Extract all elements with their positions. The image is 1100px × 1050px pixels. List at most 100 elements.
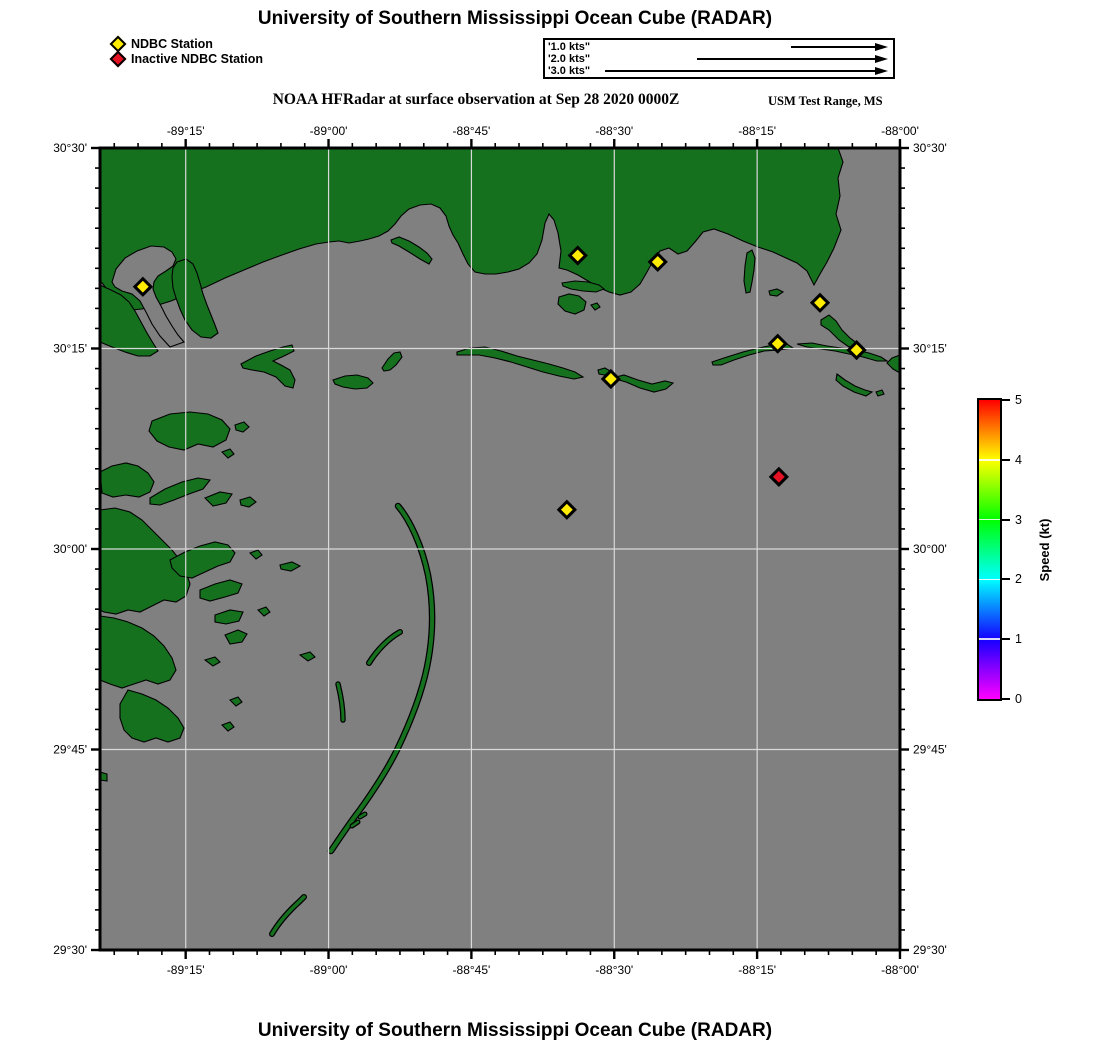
axis-tick-label: 30°15' (913, 342, 947, 356)
marsh-blob (100, 462, 155, 498)
marsh-blob (119, 689, 185, 743)
axis-tick-label: -88°45' (453, 124, 491, 138)
ndbc-station-marker (567, 245, 588, 266)
marsh-dot (279, 561, 302, 572)
ndbc-station-marker (132, 276, 153, 297)
axis-tick-label: -89°15' (167, 963, 205, 977)
marsh-strip (214, 609, 244, 625)
axis-tick-label: -88°15' (738, 963, 776, 977)
arrow-shaft (791, 46, 875, 48)
graticule-layer (100, 148, 900, 950)
islet-dot (590, 302, 601, 311)
arrow-head-icon (875, 67, 888, 75)
axis-tick-label: 29°45' (53, 743, 87, 757)
scale-label-3: '3.0 kts" (548, 65, 591, 77)
marsh-dot (298, 651, 316, 662)
colorbar-gridline (979, 459, 1000, 461)
colorbar-tick-label: 4 (1015, 452, 1022, 467)
colorbar-title: Speed (kt) (1037, 518, 1052, 582)
bay-inlet-water (111, 245, 185, 348)
map-frame (98, 146, 902, 952)
axis-tick-label: 29°45' (913, 743, 947, 757)
colorbar-tick (1002, 458, 1010, 461)
islet-dot (350, 820, 360, 828)
colorbar-tick-label: 0 (1015, 692, 1022, 706)
axis-tick-label: -88°15' (738, 124, 776, 138)
marsh-blob (100, 507, 191, 615)
island-marsh-se-biloxi (557, 293, 587, 315)
axis-tick-label: -88°00' (881, 963, 919, 977)
axis-tick-label: 30°15' (53, 342, 87, 356)
axis-tick-label: 29°30' (913, 943, 947, 957)
axis-tick-label: 30°30' (53, 141, 87, 155)
arrow-head-icon (875, 55, 888, 63)
marsh-dot (221, 721, 235, 732)
island-round (743, 249, 756, 294)
vector-scale-box: '1.0 kts" '2.0 kts" '3.0 kts" (543, 38, 895, 79)
scale-arrow-3kt (605, 67, 888, 75)
axis-tick-label: -89°00' (310, 124, 348, 138)
arrow-head-icon (875, 43, 888, 51)
scale-row-3: '3.0 kts" (545, 65, 893, 77)
colorbar: 0 1 2 3 4 5 (977, 393, 1097, 706)
colorbar-tick (1002, 638, 1010, 641)
scale-arrow-1kt (791, 43, 888, 51)
legend-label: NDBC Station (131, 36, 213, 51)
ndbc-station-marker (809, 292, 831, 313)
island-dauphin (796, 342, 889, 362)
colorbar-tick (1002, 698, 1010, 700)
colorbar-gridline (979, 518, 1000, 521)
colorbar-tick (1002, 399, 1010, 401)
marsh-dot (229, 696, 243, 707)
marsh-dot (234, 421, 250, 433)
arrow-shaft (697, 58, 875, 60)
marsh-dot (221, 448, 235, 459)
colorbar-tick-label: 5 (1015, 393, 1022, 407)
arrow-shaft (605, 70, 875, 72)
marsh-dot (239, 496, 257, 508)
islet-dot (875, 389, 885, 397)
marsh-strip (204, 491, 233, 507)
colorbar-tick-label: 3 (1015, 512, 1022, 527)
colorbar-tick (1002, 518, 1010, 521)
marsh-strip (224, 629, 248, 645)
islet-hook (367, 630, 402, 665)
axis-tick-label: -89°00' (310, 963, 348, 977)
island-west-ship (332, 374, 374, 390)
scale-label-1: '1.0 kts" (548, 41, 591, 53)
colorbar-gridline (979, 578, 1000, 581)
axis-tick-label: 30°00' (53, 542, 87, 556)
axis-tick-label: -88°30' (595, 124, 633, 138)
islet-dot (358, 812, 367, 819)
island-deer (561, 280, 606, 293)
ndbc-station-marker (846, 339, 867, 361)
legend-item-inactive-ndbc-station: Inactive NDBC Station (109, 50, 263, 67)
axis-labels-layer: -89°15' -89°15' -89°00' -89°00' -88°45' -88°4… (53, 124, 947, 977)
island-south-sliver (270, 895, 306, 936)
islet-sliver (336, 682, 345, 722)
scale-arrow-2kt (697, 55, 888, 63)
axis-tick-label: -88°30' (595, 963, 633, 977)
stations-layer (132, 245, 867, 520)
marsh-blob (100, 615, 177, 689)
island-spit-east-of-pass (609, 374, 675, 393)
ndbc-station-marker (767, 333, 788, 354)
legend-item-ndbc-station: NDBC Station (109, 35, 263, 52)
colorbar-tick-label: 2 (1015, 572, 1022, 587)
thin-islands-layer (269, 502, 436, 937)
marsh-dot (203, 656, 221, 667)
island-bay-spit (390, 236, 433, 265)
marsh-dot (249, 549, 263, 560)
island-chandeleur (329, 504, 434, 853)
axis-tick-label: 30°00' (913, 542, 947, 556)
inactive-ndbc-station-marker (768, 466, 789, 487)
marsh-dot (100, 771, 108, 782)
axis-tick-label: 30°30' (913, 141, 947, 155)
ndbc-station-marker (556, 499, 577, 520)
map-region-label: USM Test Range, MS (768, 94, 883, 108)
colorbar-tick (1002, 578, 1010, 581)
marsh-dot (257, 606, 271, 617)
axis-tick-label: 29°30' (53, 943, 87, 957)
